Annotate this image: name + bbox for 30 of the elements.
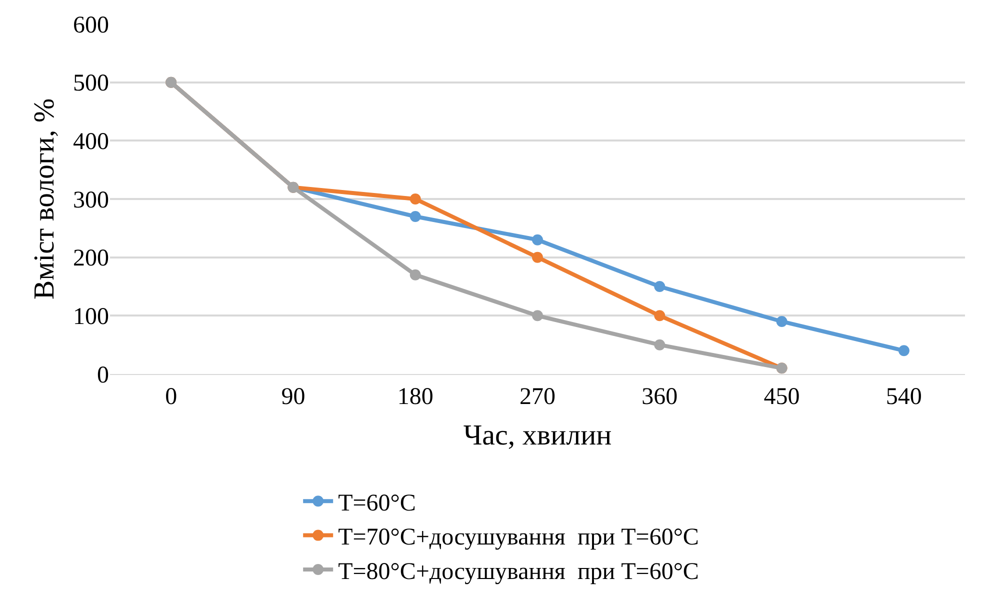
point (654, 339, 666, 350)
y-tick-label: 100 (73, 304, 109, 330)
y-tick-label: 400 (73, 129, 109, 156)
y-tick-label: 600 (73, 12, 109, 38)
point (532, 234, 543, 246)
point (410, 211, 421, 222)
point (898, 345, 910, 356)
y-tick-label: 500 (73, 70, 109, 97)
point (654, 310, 666, 322)
legend-label: T=60°C (338, 490, 416, 516)
y-tick-label: 0 (97, 362, 109, 388)
x-axis-title: Час, хвилин (463, 420, 612, 452)
y-tick-label: 300 (73, 187, 109, 214)
y-axis-title: Вміст вологи, % (28, 98, 60, 300)
x-tick-label: 450 (764, 384, 800, 410)
x-tick-label: 540 (886, 384, 922, 410)
point (532, 310, 543, 322)
x-tick-label: 180 (397, 384, 434, 410)
x-tick-label: 0 (165, 384, 178, 410)
point (776, 316, 788, 327)
point (532, 252, 543, 263)
y-tick-label: 200 (73, 246, 109, 272)
legend-label: T=70°C+досушування при T=60°C (338, 524, 699, 551)
point (410, 269, 421, 280)
point (410, 194, 421, 204)
x-tick-label: 90 (281, 384, 306, 410)
x-tick-label: 360 (642, 384, 678, 410)
legend-label: T=80°C+досушування при T=60°C (338, 558, 699, 585)
point (654, 281, 666, 292)
x-tick-label: 270 (520, 384, 556, 410)
